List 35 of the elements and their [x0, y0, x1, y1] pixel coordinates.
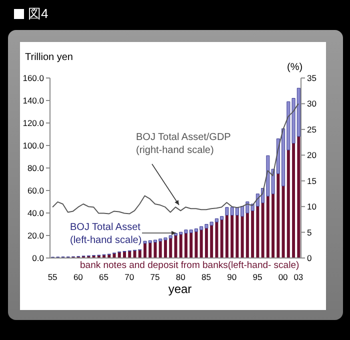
y-tick-label: 100.0 — [22, 140, 44, 151]
x-tick-label: 95 — [252, 272, 262, 282]
x-tick-label: 65 — [99, 272, 109, 282]
y2-tick-label: 35 — [307, 73, 317, 84]
x-tick-label: 80 — [176, 272, 186, 282]
x-tick-label: 03 — [294, 272, 304, 282]
y-axis-title: Trillion yen — [25, 52, 73, 63]
x-tick-label: 90 — [227, 272, 237, 282]
chart-title: 図4 — [28, 5, 48, 23]
x-tick-label: 00 — [278, 272, 288, 282]
y-tick-label: 0.0 — [32, 253, 44, 264]
y2-tick-label: 15 — [307, 176, 317, 186]
x-tick-label: 85 — [202, 272, 212, 282]
x-tick-label: 60 — [73, 272, 84, 282]
y-tick-label: 60.0 — [27, 186, 44, 196]
x-tick-label: 70 — [124, 272, 134, 282]
y2-tick-label: 5 — [307, 227, 312, 238]
y2-tick-label: 10 — [307, 202, 317, 212]
y-tick-label: 20.0 — [27, 230, 44, 241]
y-tick-label: 80.0 — [27, 163, 44, 174]
series-label: bank notes and deposit from banks(left-hand- scale) — [80, 260, 300, 271]
series-label: BOJ Total Asset (left-hand scale) — [70, 222, 142, 246]
y-tick-label: 160.0 — [22, 73, 44, 84]
x-tick-label: 75 — [150, 272, 160, 282]
y-tick-label: 40.0 — [27, 208, 44, 218]
y2-tick-label: 0 — [307, 253, 312, 264]
y2-tick-label: 30 — [307, 98, 317, 109]
y2-tick-label: 25 — [307, 124, 317, 134]
x-axis-title: year — [167, 282, 193, 296]
y2-tick-label: 20 — [307, 150, 317, 160]
y-tick-label: 120.0 — [22, 118, 44, 128]
text: BOJ Total Asset/GDP (right-hand scale) — [136, 132, 232, 156]
y2-axis-title: (%) — [287, 62, 303, 73]
x-tick-label: 55 — [48, 272, 58, 282]
y-tick-label: 140.0 — [22, 96, 44, 106]
